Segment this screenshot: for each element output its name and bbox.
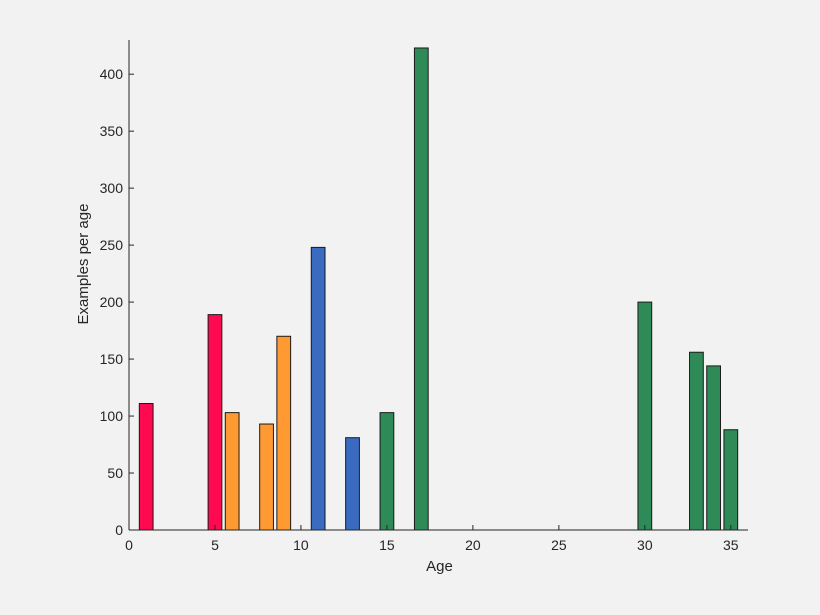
y-axis-label: Examples per age xyxy=(75,204,92,325)
bars-group xyxy=(138,47,739,531)
y-tick-label: 350 xyxy=(100,123,124,139)
y-tick-label: 250 xyxy=(100,237,124,253)
bar-age-9 xyxy=(276,335,292,531)
y-tick-label: 200 xyxy=(100,294,124,310)
bar-age-11 xyxy=(310,246,326,531)
x-tick-label: 20 xyxy=(465,537,481,553)
y-tick-label: 0 xyxy=(115,522,123,538)
bar-age-35 xyxy=(723,429,739,531)
bar-age-15 xyxy=(379,412,395,531)
bar-age-33 xyxy=(689,351,704,531)
y-tick-label: 150 xyxy=(100,351,124,367)
bar-age-17 xyxy=(413,47,429,531)
bar-age-34 xyxy=(706,365,721,531)
y-tick-label: 400 xyxy=(100,66,124,82)
y-tick-label: 100 xyxy=(100,408,124,424)
x-axis-ticks: 0 5 10 15 20 25 30 35 xyxy=(125,525,739,553)
bar-age-1 xyxy=(138,403,154,531)
y-tick-label: 50 xyxy=(107,465,123,481)
y-tick-label: 300 xyxy=(100,180,124,196)
x-axis-label: Age xyxy=(426,558,453,575)
bar-age-13 xyxy=(345,437,360,531)
x-tick-label: 30 xyxy=(637,537,653,553)
bar-age-6 xyxy=(224,412,240,531)
x-tick-label: 10 xyxy=(293,537,309,553)
bar-age-5 xyxy=(207,314,223,531)
x-tick-label: 25 xyxy=(551,537,567,553)
bar-age-8 xyxy=(259,423,274,531)
x-tick-label: 15 xyxy=(379,537,395,553)
x-tick-label: 0 xyxy=(125,537,133,553)
x-tick-label: 35 xyxy=(723,537,739,553)
y-axis-ticks: 0 50 100 150 200 250 300 350 400 xyxy=(100,66,134,538)
x-tick-label: 5 xyxy=(211,537,219,553)
bar-age-30 xyxy=(637,301,653,531)
